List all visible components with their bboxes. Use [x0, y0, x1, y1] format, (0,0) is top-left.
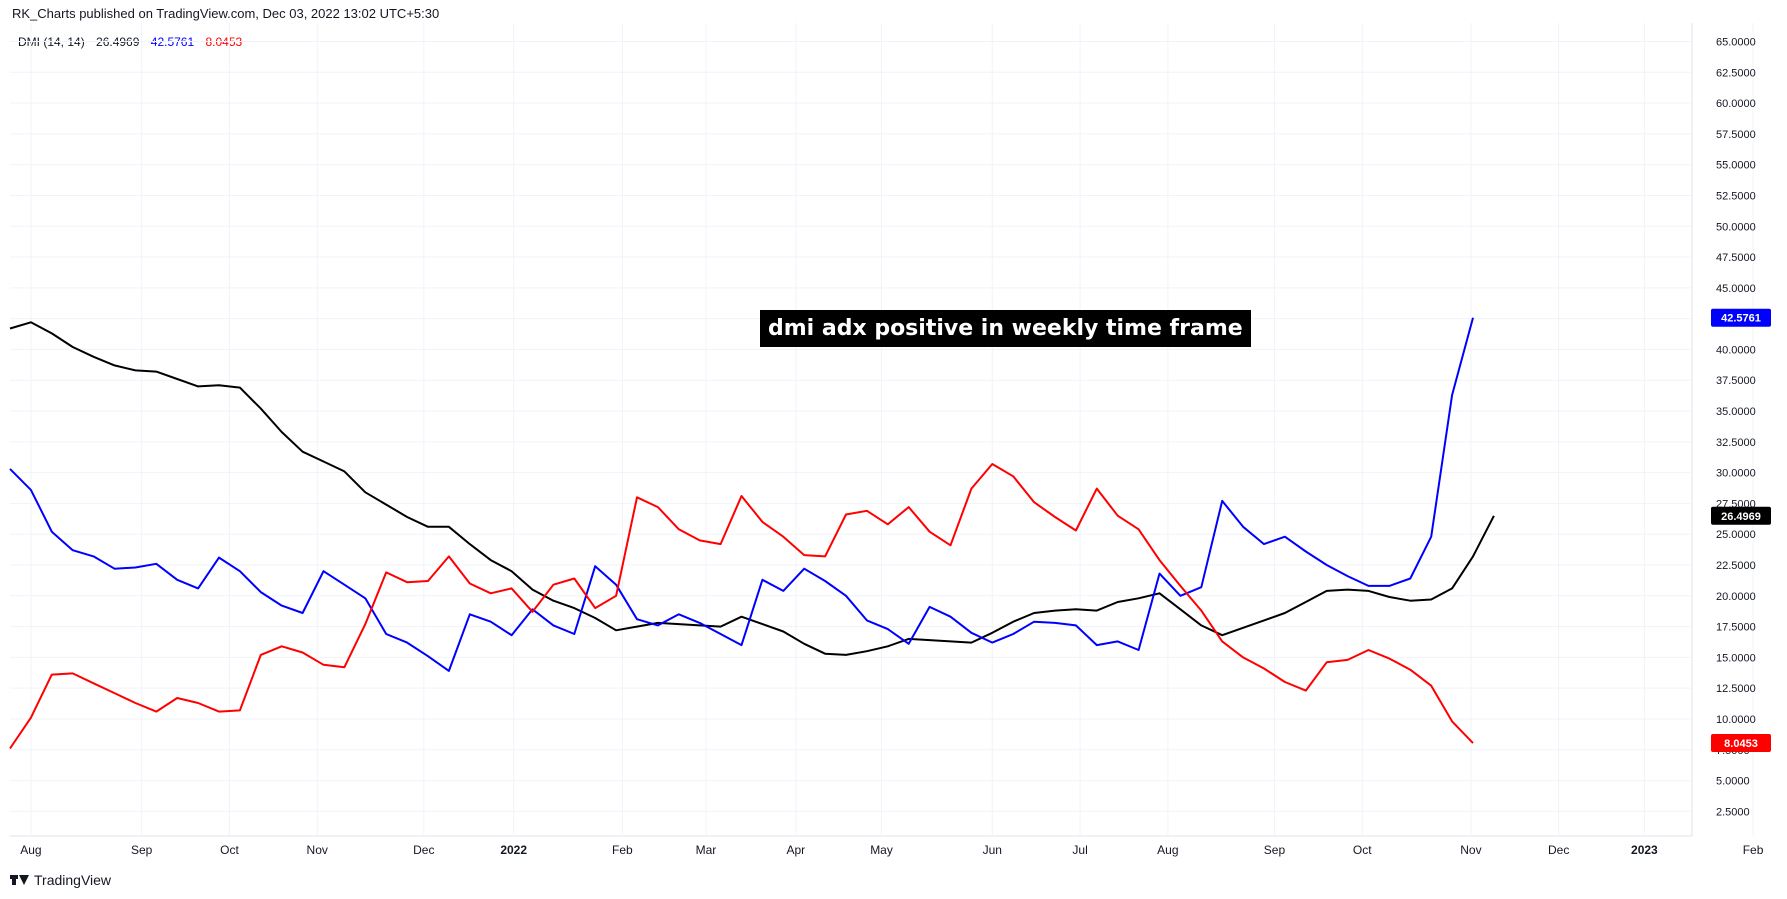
x-tick-label: Jun: [983, 843, 1002, 857]
y-tick-label: 47.5000: [1716, 252, 1756, 264]
legend-minus-di-value: 8.0453: [205, 35, 243, 49]
y-tick-label: 5.0000: [1716, 776, 1750, 788]
minus_di-badge-bg: [1711, 734, 1771, 753]
y-tick-label: 62.5000: [1716, 67, 1756, 79]
y-tick-label: 65.0000: [1716, 36, 1756, 48]
y-tick-label: 40.0000: [1716, 344, 1756, 356]
adx-badge-bg: [1711, 506, 1771, 525]
x-tick-label: Sep: [1264, 843, 1286, 857]
time-axis: Aug Sep Oct Nov Dec 2022 Feb Mar Apr May Jun Jul Aug…: [20, 843, 1763, 857]
y-tick-label: 37.5000: [1716, 375, 1756, 387]
y-tick-label: 60.0000: [1716, 98, 1756, 110]
x-tick-label: Dec: [1548, 843, 1569, 857]
x-tick-label: Nov: [1460, 843, 1481, 857]
plus_di-last-value-badge: 42.5761: [1711, 308, 1771, 327]
x-tick-label: Sep: [131, 843, 153, 857]
publisher-caption: RK_Charts published on TradingView.com, …: [12, 6, 440, 21]
plus_di-line: [9, 317, 1474, 672]
x-tick-label: Jul: [1072, 843, 1087, 857]
y-tick-label: 50.0000: [1716, 221, 1756, 233]
y-tick-label: 12.5000: [1716, 683, 1756, 695]
y-tick-label: 52.5000: [1716, 190, 1756, 202]
price-axis: 65.0000 62.5000 60.0000 57.5000 55.0000 52.50…: [1716, 36, 1756, 818]
y-tick-label: 17.5000: [1716, 622, 1756, 634]
y-tick-label: 25.0000: [1716, 529, 1756, 541]
minus_di-line: [9, 463, 1474, 750]
x-tick-label: Feb: [1743, 843, 1764, 857]
y-tick-label: 35.0000: [1716, 406, 1756, 418]
indicator-legend[interactable]: DMI (14, 14) 26.4969 42.5761 8.0453: [18, 35, 250, 49]
adx-line: [9, 321, 1495, 656]
x-tick-label: 2023: [1631, 843, 1658, 857]
plus_di-badge-bg: [1711, 308, 1771, 327]
indicator-name: DMI (14, 14): [18, 35, 85, 49]
x-tick-label: Feb: [612, 843, 633, 857]
y-tick-label: 10.0000: [1716, 714, 1756, 726]
x-tick-label: Oct: [220, 843, 239, 857]
y-tick-label: 2.5000: [1716, 806, 1750, 818]
y-tick-label: 15.0000: [1716, 652, 1756, 664]
x-tick-label: Mar: [696, 843, 717, 857]
last-value-labels: 26.4969 42.5761 8.0453: [1711, 308, 1771, 753]
minus_di-badge-text: 8.0453: [1724, 738, 1758, 750]
y-tick-label: 45.0000: [1716, 283, 1756, 295]
x-tick-label: Aug: [20, 843, 41, 857]
adx-badge-text: 26.4969: [1721, 511, 1761, 523]
x-tick-label: Aug: [1157, 843, 1178, 857]
x-tick-label: Oct: [1353, 843, 1372, 857]
y-tick-label: 20.0000: [1716, 591, 1756, 603]
y-tick-label: 22.5000: [1716, 560, 1756, 572]
plus_di-badge-text: 42.5761: [1721, 313, 1761, 325]
footer-brand: TradingView: [34, 872, 112, 888]
x-tick-label: May: [870, 843, 893, 857]
chart-annotation[interactable]: dmi adx positive in weekly time frame: [760, 310, 1251, 347]
y-tick-label: 55.0000: [1716, 160, 1756, 172]
x-tick-label: Nov: [307, 843, 328, 857]
x-tick-label: Dec: [413, 843, 434, 857]
adx-last-value-badge: 26.4969: [1711, 506, 1771, 525]
x-tick-label: 2022: [500, 843, 527, 857]
tradingview-footer[interactable]: TradingView: [10, 872, 111, 888]
legend-plus-di-value: 42.5761: [150, 35, 195, 49]
x-tick-label: Apr: [786, 843, 805, 857]
chart-grid: [10, 23, 1754, 837]
series-lines: [9, 317, 1495, 750]
y-tick-label: 32.5000: [1716, 437, 1756, 449]
minus_di-last-value-badge: 8.0453: [1711, 734, 1771, 753]
legend-adx-value: 26.4969: [96, 35, 140, 49]
y-tick-label: 57.5000: [1716, 129, 1756, 141]
y-tick-label: 30.0000: [1716, 468, 1756, 480]
tradingview-logo-icon: [10, 873, 30, 887]
